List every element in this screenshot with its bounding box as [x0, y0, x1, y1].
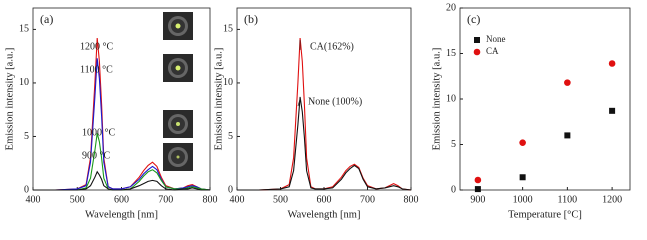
panel-label: (a): [40, 12, 53, 26]
series-label: 1100 °C: [80, 64, 113, 75]
legend-marker: [474, 37, 480, 43]
y-axis-label: Emission intensity [a.u.]: [213, 48, 224, 151]
x-axis-label: Temperature [°C]: [508, 209, 582, 220]
y-tick-label: 15: [223, 24, 233, 35]
y-tick-label: 10: [223, 77, 233, 88]
x-tick-label: 500: [273, 194, 288, 205]
y-axis-label: Emission intensity [a.u.]: [431, 48, 442, 151]
x-tick-label: 400: [26, 194, 41, 205]
x-axis-label: Wavelength [nm]: [288, 209, 361, 220]
legend-label: None: [486, 34, 506, 44]
y-tick-label: 20: [446, 2, 456, 13]
point: [608, 60, 616, 67]
series-label: CA(162%): [310, 41, 354, 52]
y-tick-label: 10: [19, 77, 29, 88]
spectrum-line: [237, 37, 412, 191]
point: [519, 139, 526, 146]
x-tick-label: 700: [158, 194, 173, 205]
x-axis-label: Wavelength [nm]: [85, 209, 158, 220]
x-tick-label: 1100: [558, 194, 578, 205]
point: [609, 107, 616, 114]
series-label: 1000 °C: [82, 127, 115, 138]
y-tick-label: 5: [24, 131, 29, 142]
series-label: None (100%): [308, 96, 362, 107]
point: [519, 174, 526, 181]
y-tick-label: 10: [446, 93, 456, 104]
x-tick-label: 800: [404, 194, 419, 205]
point: [564, 79, 571, 86]
legend-marker: [473, 48, 481, 56]
y-tick-label: 15: [19, 24, 29, 35]
x-tick-label: 400: [230, 194, 245, 205]
y-tick-label: 0: [228, 184, 233, 195]
x-tick-label: 1000: [513, 194, 533, 205]
x-tick-label: 1200: [602, 194, 622, 205]
y-tick-label: 5: [451, 139, 456, 150]
x-tick-label: 800: [203, 194, 218, 205]
point: [474, 176, 482, 184]
legend-label: CA: [486, 46, 499, 56]
x-tick-label: 900: [470, 194, 485, 205]
point: [474, 186, 481, 193]
spectrum-line: [33, 170, 210, 191]
annotation-pointer: [297, 98, 301, 107]
y-axis-label: Emission intensity [a.u.]: [4, 48, 15, 151]
x-tick-label: 600: [317, 194, 332, 205]
y-tick-label: 15: [446, 48, 456, 59]
x-tick-label: 600: [114, 194, 129, 205]
x-tick-label: 700: [360, 194, 375, 205]
series-label: 1200 °C: [80, 41, 113, 52]
y-tick-label: 5: [228, 131, 233, 142]
series-label: 900 °C: [82, 150, 110, 161]
y-tick-label: 0: [24, 184, 29, 195]
inset-images: [163, 12, 193, 171]
spectrum-line: [237, 96, 412, 191]
point: [564, 132, 571, 139]
x-tick-label: 500: [70, 194, 85, 205]
y-tick-label: 0: [451, 184, 456, 195]
spectrum-line: [33, 58, 211, 191]
panel-label: (c): [467, 12, 480, 26]
panel-label: (b): [244, 12, 258, 26]
